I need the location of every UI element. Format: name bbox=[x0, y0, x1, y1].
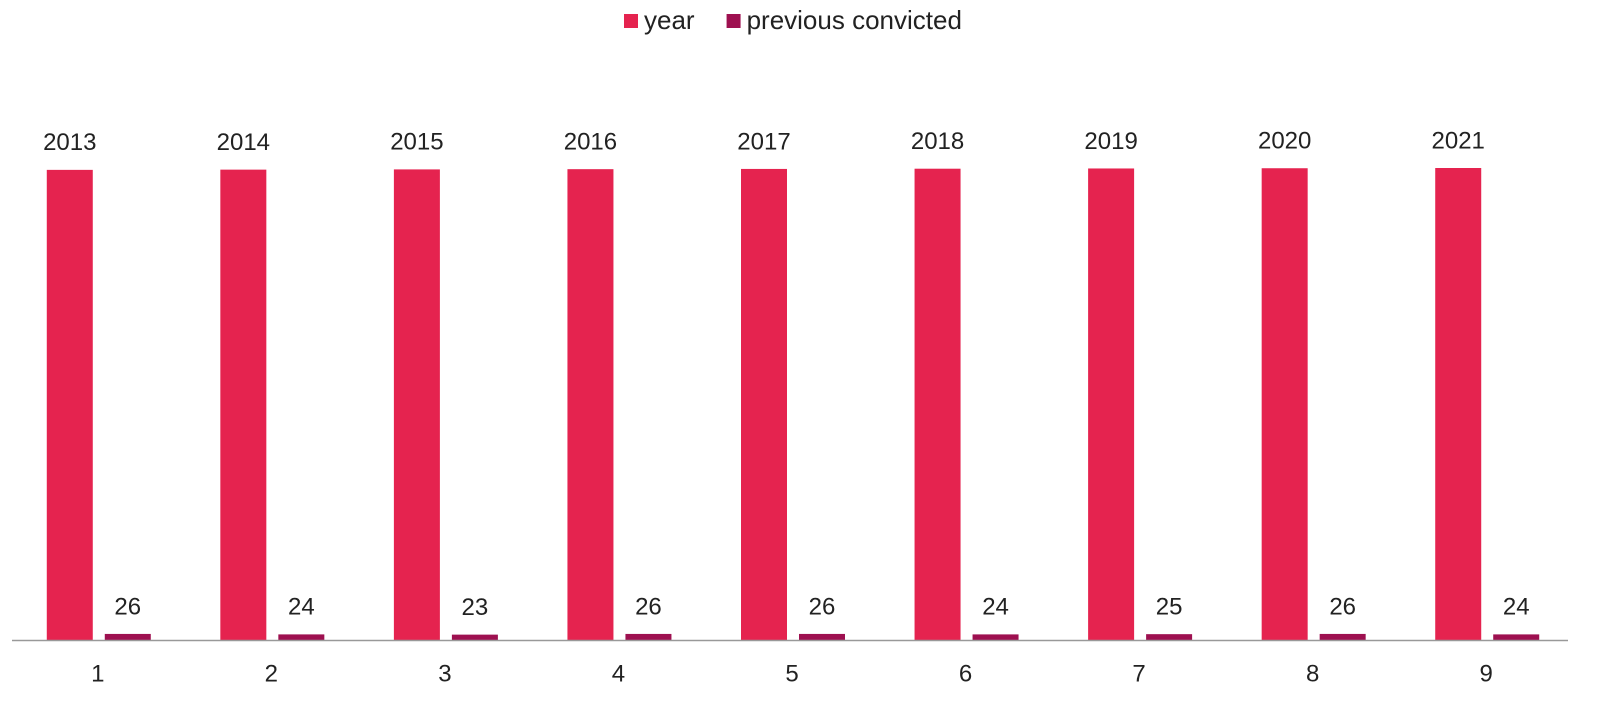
bar bbox=[1319, 633, 1366, 640]
value-label: 2013 bbox=[43, 129, 96, 156]
bar bbox=[567, 169, 614, 641]
value-label: 25 bbox=[1156, 594, 1183, 621]
value-label: 24 bbox=[1503, 594, 1530, 621]
x-tick-label: 3 bbox=[438, 660, 451, 687]
bar bbox=[278, 634, 325, 640]
bar bbox=[451, 634, 498, 640]
value-label: 24 bbox=[982, 594, 1009, 621]
bar bbox=[1493, 634, 1540, 640]
legend-text: year bbox=[644, 5, 695, 35]
bar bbox=[393, 169, 440, 640]
bar bbox=[972, 634, 1019, 640]
value-label: 2020 bbox=[1258, 128, 1311, 155]
bar bbox=[1088, 168, 1135, 640]
x-tick-label: 8 bbox=[1306, 660, 1319, 687]
bar bbox=[1146, 634, 1193, 640]
legend-text: previous convicted bbox=[747, 5, 962, 35]
x-tick-label: 4 bbox=[612, 660, 625, 687]
value-label: 24 bbox=[288, 594, 315, 621]
value-label: 2018 bbox=[911, 128, 964, 155]
value-label: 26 bbox=[809, 593, 836, 620]
legend-swatch bbox=[726, 14, 741, 28]
value-label: 2019 bbox=[1084, 128, 1137, 155]
value-label: 2014 bbox=[217, 129, 270, 156]
bar bbox=[741, 168, 787, 640]
bar bbox=[799, 633, 845, 640]
x-tick-label: 1 bbox=[91, 660, 104, 687]
bar bbox=[914, 168, 961, 641]
value-label: 26 bbox=[114, 593, 141, 620]
x-tick-label: 2 bbox=[265, 660, 278, 687]
legend-swatch bbox=[624, 14, 638, 28]
x-tick-label: 9 bbox=[1480, 660, 1493, 687]
value-label: 26 bbox=[635, 593, 662, 620]
x-tick-label: 6 bbox=[959, 660, 972, 687]
x-tick-label: 7 bbox=[1132, 660, 1145, 687]
bar bbox=[46, 169, 93, 640]
value-label: 2017 bbox=[737, 128, 790, 155]
bar bbox=[220, 169, 267, 640]
bar bbox=[625, 633, 672, 640]
value-label: 2016 bbox=[564, 129, 617, 156]
bar bbox=[104, 633, 151, 640]
bar bbox=[1435, 168, 1482, 640]
value-label: 2021 bbox=[1432, 127, 1485, 154]
value-label: 2015 bbox=[390, 129, 443, 156]
bar bbox=[1261, 168, 1308, 640]
legend: year previous convicted bbox=[624, 5, 962, 35]
value-label: 23 bbox=[462, 594, 489, 621]
x-tick-label: 5 bbox=[785, 660, 798, 687]
value-label: 26 bbox=[1329, 593, 1356, 620]
